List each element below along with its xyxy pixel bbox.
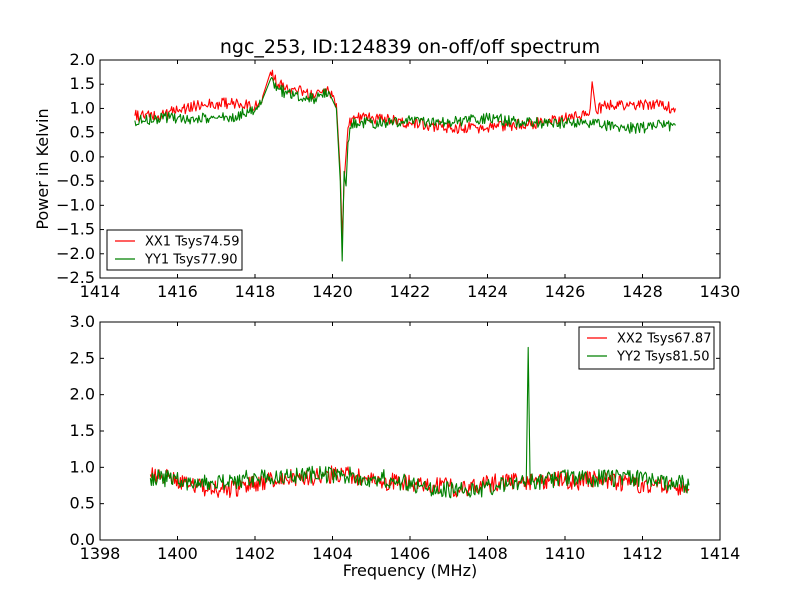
- chart-panel-2: 1398 1400 1402 1404 1406 1408 1410 1412 1414 0.0 0…: [70, 312, 741, 563]
- x-tick-label: 1410: [545, 544, 586, 563]
- y-tick-label: 1.0: [70, 457, 95, 476]
- chart-panels: 1414 1416 1418 1420 1422 1424 1426 1428 1430 −2.5…: [56, 50, 740, 563]
- x-tick-label: 1426: [545, 282, 586, 301]
- legend-label: XX1 Tsys74.59: [145, 235, 239, 250]
- legend-2: XX2 Tsys67.87 YY2 Tsys81.50: [578, 326, 715, 370]
- x-tick-label: 1416: [157, 282, 198, 301]
- figure-title: ngc_253, ID:124839 on-off/off spectrum: [220, 36, 600, 58]
- series-line-yy2: [149, 346, 690, 499]
- x-tick-label: 1408: [467, 544, 508, 563]
- y-tick-label: 0.0: [70, 530, 95, 549]
- y-tick-label: −0.5: [56, 171, 95, 190]
- plot-area-2: [149, 346, 690, 499]
- y-tick-label: 1.0: [70, 98, 95, 117]
- x-tick-label: 1414: [80, 282, 121, 301]
- series-line-xx1: [134, 69, 676, 240]
- y-tick-label: −2.5: [56, 268, 95, 287]
- x-tick-label: 1418: [235, 282, 276, 301]
- legend-label: YY1 Tsys77.90: [144, 253, 238, 268]
- chart-panel-1: 1414 1416 1418 1420 1422 1424 1426 1428 1430 −2.5…: [56, 50, 740, 301]
- y-tick-label: 0.5: [70, 494, 95, 513]
- x-tick-label: 1398: [80, 544, 121, 563]
- x-tick-label: 1414: [700, 544, 741, 563]
- y-tick-label: 2.5: [70, 348, 95, 367]
- x-axis-label: Frequency (MHz): [343, 561, 477, 580]
- x-tick-label: 1402: [235, 544, 276, 563]
- legend-label: XX2 Tsys67.87: [617, 332, 711, 347]
- x-tick-label: 1428: [622, 282, 663, 301]
- x-tick-label: 1400: [157, 544, 198, 563]
- y-tick-label: 1.5: [70, 74, 95, 93]
- y-tick-label: 1.5: [70, 421, 95, 440]
- x-tick-label: 1422: [390, 282, 431, 301]
- legend-box: [578, 326, 715, 370]
- x-tick-label: 1406: [390, 544, 431, 563]
- y-tick-label: −2.0: [56, 244, 95, 263]
- x-tick-label: 1430: [700, 282, 741, 301]
- y-axis-label: Power in Kelvin: [33, 108, 52, 229]
- x-tick-label: 1404: [312, 544, 353, 563]
- y-tick-label: 3.0: [70, 312, 95, 331]
- series-line-yy1: [134, 77, 676, 262]
- legend-box: [106, 229, 243, 271]
- y-tick-label: 0.0: [70, 147, 95, 166]
- x-tick-label: 1412: [622, 544, 663, 563]
- plot-area-1: [134, 69, 676, 262]
- y-tick-label: −1.0: [56, 195, 95, 214]
- y-tick-label: −1.5: [56, 220, 95, 239]
- y-tick-label: 2.0: [70, 385, 95, 404]
- y-tick-label: 2.0: [70, 50, 95, 69]
- legend-1: XX1 Tsys74.59 YY1 Tsys77.90: [106, 229, 243, 271]
- x-tick-label: 1420: [312, 282, 353, 301]
- y-tick-label: 0.5: [70, 123, 95, 142]
- x-tick-label: 1424: [467, 282, 508, 301]
- legend-label: YY2 Tsys81.50: [616, 350, 710, 365]
